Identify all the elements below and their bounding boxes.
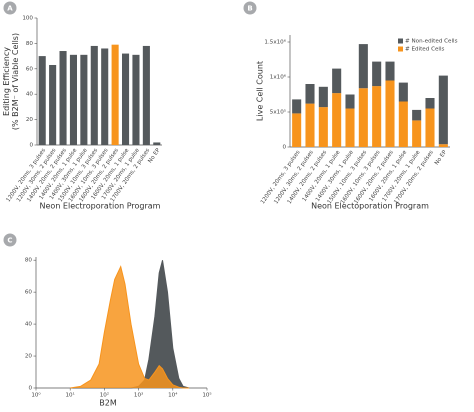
legend-swatch: [398, 46, 403, 52]
y-tick-label: 0: [282, 145, 286, 151]
bar-segment: [305, 103, 315, 147]
bar: [111, 44, 119, 145]
bar-segment: [425, 108, 435, 147]
y-axis-label: Editing Efficiency: [2, 47, 11, 116]
bar: [49, 64, 57, 145]
panel-badge: [243, 1, 257, 15]
bar-segment: [425, 98, 435, 109]
y-tick-label: 80: [26, 41, 34, 47]
bar-segment: [345, 108, 355, 147]
y-tick-label: 20: [26, 117, 34, 123]
y-tick-label: 20: [25, 354, 33, 360]
bar-segment: [412, 109, 422, 121]
bar-segment: [385, 61, 395, 81]
bar: [59, 51, 67, 145]
y-tick-label: 0: [29, 143, 33, 149]
y-tick-label: 40: [26, 92, 34, 98]
y-tick-label: 5x10⁵: [270, 109, 286, 116]
x-tick-label: 10⁴: [168, 392, 178, 399]
x-axis-label: Neon Electroporation Program: [40, 202, 161, 211]
y-tick-label: 1.5x10⁶: [264, 39, 286, 46]
x-axis-label: B2M: [99, 399, 117, 408]
bar-segment: [318, 107, 328, 147]
x-tick-label: 10³: [134, 392, 143, 399]
bar: [142, 45, 150, 145]
bar-segment: [438, 144, 448, 147]
bar-segment: [372, 86, 382, 147]
bar: [90, 45, 98, 145]
y-tick-label: 60: [26, 66, 34, 72]
x-axis-label: Neon Electoporation Program: [311, 202, 429, 211]
x-tick-label: No EP: [147, 147, 162, 164]
x-tick-label: 10⁵: [202, 392, 211, 399]
y-axis-label: Live Cell Count: [256, 61, 265, 121]
bar: [38, 56, 46, 145]
panel-badge: [3, 1, 17, 15]
bar-segment: [358, 44, 368, 89]
bar: [153, 142, 161, 145]
panel-label: C: [7, 237, 12, 245]
histogram-area: [70, 265, 190, 389]
bar-segment: [412, 120, 422, 147]
bar: [122, 53, 130, 146]
bar-segment: [292, 99, 302, 114]
x-tick-label: No EP: [434, 149, 449, 166]
panel-badge: [3, 233, 17, 247]
bar-segment: [305, 84, 315, 104]
y-tick-label: 80: [25, 258, 33, 264]
legend-swatch: [398, 38, 403, 44]
bar: [132, 54, 140, 145]
bar-segment: [318, 86, 328, 108]
panel-label: B: [247, 5, 252, 13]
bar: [80, 54, 88, 145]
x-tick-label: 10¹: [66, 392, 75, 399]
y-tick-label: 40: [25, 322, 33, 328]
bar-segment: [372, 61, 382, 87]
x-tick-label: 10⁰: [31, 392, 41, 399]
legend-label: # Edited Cells: [405, 47, 445, 53]
y-axis-label: (% B2M⁻ of Viable Cells): [11, 33, 20, 130]
bar-segment: [438, 75, 448, 145]
bar-segment: [332, 93, 342, 147]
bar-segment: [292, 113, 302, 147]
bar-segment: [398, 101, 408, 147]
bar-segment: [398, 82, 408, 102]
bar-segment: [358, 88, 368, 147]
y-tick-label: 1x10⁶: [270, 74, 287, 81]
y-tick-label: 0: [28, 386, 32, 392]
bar: [69, 54, 77, 145]
x-tick-label: 10²: [100, 392, 109, 399]
y-tick-label: 60: [25, 290, 33, 296]
bar-segment: [385, 80, 395, 147]
y-tick-label: 100: [22, 16, 33, 22]
bar-segment: [345, 94, 355, 109]
legend-label: # Non-edited Cells: [405, 39, 458, 45]
panel-label: A: [7, 5, 13, 13]
bar: [101, 48, 109, 146]
bar-segment: [332, 68, 342, 94]
